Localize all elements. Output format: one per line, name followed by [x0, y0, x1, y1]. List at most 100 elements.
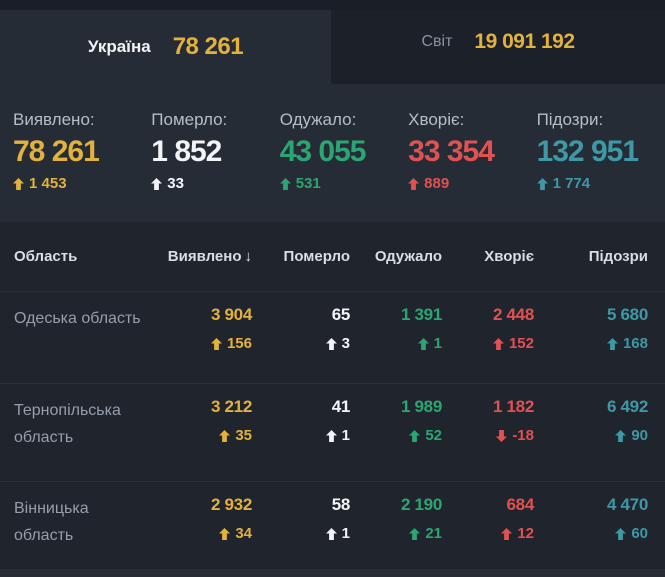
stat-deaths-label: Померло:	[151, 110, 228, 129]
cell-suspected: 6 492 90	[534, 397, 648, 481]
cell-deaths: 65 3	[252, 305, 350, 383]
cell-delta-value: 3	[341, 335, 350, 352]
cell-delta: 60	[534, 525, 648, 542]
cell-delta: 12	[442, 525, 534, 542]
up-arrow-icon	[418, 338, 429, 350]
header-suspected[interactable]: Підозри	[588, 248, 648, 265]
cell-delta: 52	[350, 427, 442, 444]
tab-world-total: 19 091 192	[474, 30, 575, 53]
table-row-ternopilska: Тернопільська область 3 212 35 41 1 1 98…	[0, 383, 665, 481]
cell-value: 5 680	[606, 305, 648, 324]
stat-sick-label: Хворіє:	[408, 110, 465, 129]
cell-delta: 35	[154, 427, 252, 444]
cell-delta: 168	[534, 335, 648, 352]
up-arrow-icon	[219, 528, 230, 540]
cell-value: 4 470	[606, 495, 648, 514]
stat-recovered: Одужало: 43 055 531	[279, 110, 408, 222]
up-arrow-icon	[493, 338, 504, 350]
cell-value: 2 932	[210, 495, 252, 514]
cell-delta-value: 1	[433, 335, 442, 352]
cell-value: 2 448	[492, 305, 534, 324]
cell-delta: 1	[252, 427, 350, 444]
up-arrow-icon	[219, 430, 230, 442]
cell-value: 1 391	[400, 305, 442, 324]
cell-value: 6 492	[606, 397, 648, 416]
down-arrow-icon	[496, 430, 507, 442]
up-arrow-icon	[326, 430, 337, 442]
stat-suspected-delta: 1 774	[537, 175, 665, 192]
up-arrow-icon	[13, 178, 24, 190]
cell-delta-value: 90	[631, 427, 648, 444]
tab-ukraine-total: 78 261	[172, 33, 244, 60]
header-region: Область	[14, 248, 78, 265]
stat-recovered-delta: 531	[280, 175, 408, 192]
tab-ukraine[interactable]: Україна 78 261	[0, 10, 331, 84]
up-arrow-icon	[409, 430, 420, 442]
cell-delta-value: 34	[235, 525, 252, 542]
summary-stats: Виявлено: 78 261 1 453 Померло: 1 852 33…	[0, 84, 665, 222]
cell-value: 58	[331, 495, 351, 514]
cell-value: 3 212	[210, 397, 252, 416]
region-name: Тернопільська область	[14, 402, 121, 446]
cell-delta-value: 60	[631, 525, 648, 542]
header-recovered[interactable]: Одужало	[374, 248, 442, 265]
header-sick[interactable]: Хворіє	[484, 248, 534, 265]
cell-value: 41	[331, 397, 351, 416]
header-confirmed[interactable]: Виявлено ↓	[154, 248, 252, 265]
stat-suspected: Підозри: 132 951 1 774	[536, 110, 665, 222]
cell-delta-value: 168	[622, 335, 648, 352]
cell-value: 684	[506, 495, 535, 514]
up-arrow-icon	[408, 178, 419, 190]
stat-deaths-value: 1 852	[151, 135, 222, 168]
stat-confirmed: Виявлено: 78 261 1 453	[13, 110, 151, 222]
up-arrow-icon	[409, 528, 420, 540]
regions-table: Область Виявлено ↓ Померло Одужало Хворіє…	[0, 222, 665, 577]
table-row-odeska: Одеська область 3 904 156 65 3 1 391	[0, 291, 665, 383]
stat-suspected-delta-value: 1 774	[552, 175, 591, 192]
cell-delta: 3	[252, 335, 350, 352]
tabbar-top-strip	[0, 0, 665, 10]
cell-value: 2 190	[400, 495, 442, 514]
cell-value: 1 989	[400, 397, 442, 416]
cell-value: 3 904	[210, 305, 252, 324]
table-row-vinnytska: Вінницька область 2 932 34 58 1 2 190	[0, 481, 665, 569]
cell-delta: 156	[154, 335, 252, 352]
cell-delta-value: 156	[226, 335, 252, 352]
cell-delta: 90	[534, 427, 648, 444]
country-tabbar: Україна 78 261 Світ 19 091 192	[0, 0, 665, 84]
up-arrow-icon	[211, 338, 222, 350]
cell-delta: 152	[442, 335, 534, 352]
up-arrow-icon	[280, 178, 291, 190]
cell-recovered: 2 190 21	[350, 495, 442, 569]
stat-recovered-value: 43 055	[279, 135, 367, 168]
header-deaths[interactable]: Померло	[283, 248, 350, 265]
stat-suspected-value: 132 951	[536, 135, 639, 168]
stat-confirmed-delta-value: 1 453	[29, 175, 67, 192]
next-row-edge	[0, 569, 665, 577]
cell-sick: 2 448 152	[442, 305, 534, 383]
tab-world[interactable]: Світ 19 091 192	[331, 0, 665, 84]
stat-sick-delta: 889	[408, 175, 536, 192]
cell-delta-value: 12	[517, 525, 534, 542]
up-arrow-icon	[615, 528, 626, 540]
cell-deaths: 41 1	[252, 397, 350, 481]
cell-suspected: 5 680 168	[534, 305, 648, 383]
cell-delta-value: 52	[425, 427, 442, 444]
up-arrow-icon	[615, 430, 626, 442]
cell-confirmed: 3 904 156	[154, 305, 252, 383]
cell-delta: 34	[154, 525, 252, 542]
cell-suspected: 4 470 60	[534, 495, 648, 569]
cell-confirmed: 2 932 34	[154, 495, 252, 569]
cell-delta-value: 35	[235, 427, 252, 444]
stat-suspected-label: Підозри:	[536, 110, 604, 129]
up-arrow-icon	[607, 338, 618, 350]
cell-confirmed: 3 212 35	[154, 397, 252, 481]
cell-sick: 1 182 -18	[442, 397, 534, 481]
table-header-row: Область Виявлено ↓ Померло Одужало Хворіє…	[0, 222, 665, 291]
header-confirmed-label: Виявлено	[167, 248, 242, 265]
stat-sick-delta-value: 889	[424, 175, 450, 192]
stat-recovered-label: Одужало:	[279, 110, 357, 129]
stat-confirmed-label: Виявлено:	[13, 110, 95, 129]
cell-delta: 21	[350, 525, 442, 542]
